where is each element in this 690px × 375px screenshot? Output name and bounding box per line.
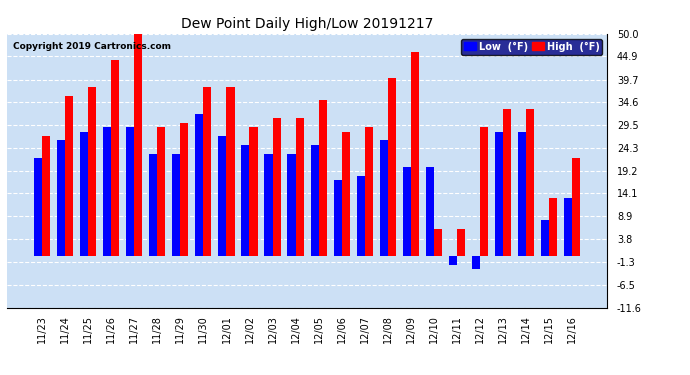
Bar [273,118,281,256]
Title: Dew Point Daily High/Low 20191217: Dew Point Daily High/Low 20191217 [181,17,433,31]
Bar [319,100,326,256]
Bar [572,158,580,256]
Bar [549,198,557,256]
Bar [104,127,111,256]
Bar [226,87,235,256]
Bar [310,145,319,256]
Bar [448,256,457,265]
Bar [57,140,66,256]
Bar [426,167,434,256]
Bar [380,140,388,256]
Bar [526,109,534,256]
Bar [172,154,180,256]
Bar [472,256,480,269]
Bar [135,34,142,256]
Bar [180,123,188,256]
Bar [66,96,73,256]
Legend: Low  (°F), High  (°F): Low (°F), High (°F) [462,39,602,54]
Bar [333,180,342,256]
Bar [518,132,526,256]
Bar [411,51,419,256]
Bar [111,60,119,256]
Bar [564,198,572,256]
Bar [88,87,97,256]
Bar [295,118,304,256]
Bar [250,127,257,256]
Bar [434,229,442,256]
Bar [342,132,350,256]
Bar [204,87,212,256]
Bar [34,158,42,256]
Bar [364,127,373,256]
Bar [195,114,204,256]
Bar [149,154,157,256]
Bar [457,229,465,256]
Bar [503,109,511,256]
Bar [357,176,364,256]
Bar [495,132,503,256]
Bar [480,127,488,256]
Text: Copyright 2019 Cartronics.com: Copyright 2019 Cartronics.com [13,42,171,51]
Bar [42,136,50,256]
Bar [264,154,273,256]
Bar [241,145,250,256]
Bar [126,127,135,256]
Bar [388,78,395,256]
Bar [541,220,549,256]
Bar [402,167,411,256]
Bar [80,132,88,256]
Bar [157,127,166,256]
Bar [219,136,226,256]
Bar [288,154,295,256]
